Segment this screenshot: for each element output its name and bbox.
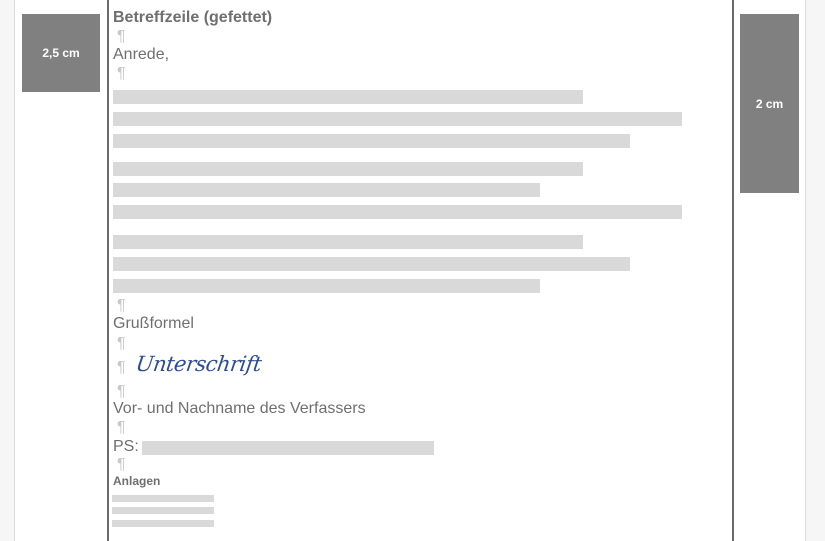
text-placeholder [113,235,583,249]
salutation: Anrede, [113,46,170,63]
signature: Unterschrift [134,352,263,376]
pilcrow: ¶ [117,65,126,82]
left-margin-label: 2,5 cm [42,46,80,60]
text-placeholder [113,112,682,126]
text-placeholder [113,134,630,148]
left-margin-line [107,0,109,541]
attachment-placeholder [112,495,214,502]
pilcrow: ¶ [117,419,126,436]
closing: Grußformel [113,315,194,332]
pilcrow: ¶ [117,359,126,376]
pilcrow: ¶ [117,335,126,352]
left-margin-indicator: 2,5 cm [22,14,100,92]
right-margin-line [732,0,734,541]
attachment-placeholder [112,507,214,514]
pilcrow: ¶ [117,28,126,45]
text-placeholder [113,279,540,293]
text-placeholder [113,183,540,197]
text-placeholder [113,90,583,104]
attachments-label: Anlagen [113,474,161,488]
pilcrow: ¶ [117,297,126,314]
subject-line: Betreffzeile (gefettet) [113,9,273,26]
ps-label: PS: [113,438,139,455]
right-margin-indicator: 2 cm [740,14,799,193]
text-placeholder [113,257,630,271]
author-name: Vor- und Nachname des Verfassers [113,400,366,417]
attachment-placeholder [112,520,214,527]
pilcrow: ¶ [117,383,126,400]
text-placeholder [113,205,682,219]
ps-placeholder [142,441,434,455]
pilcrow: ¶ [117,456,126,473]
text-placeholder [113,162,583,176]
right-margin-label: 2 cm [755,96,784,111]
